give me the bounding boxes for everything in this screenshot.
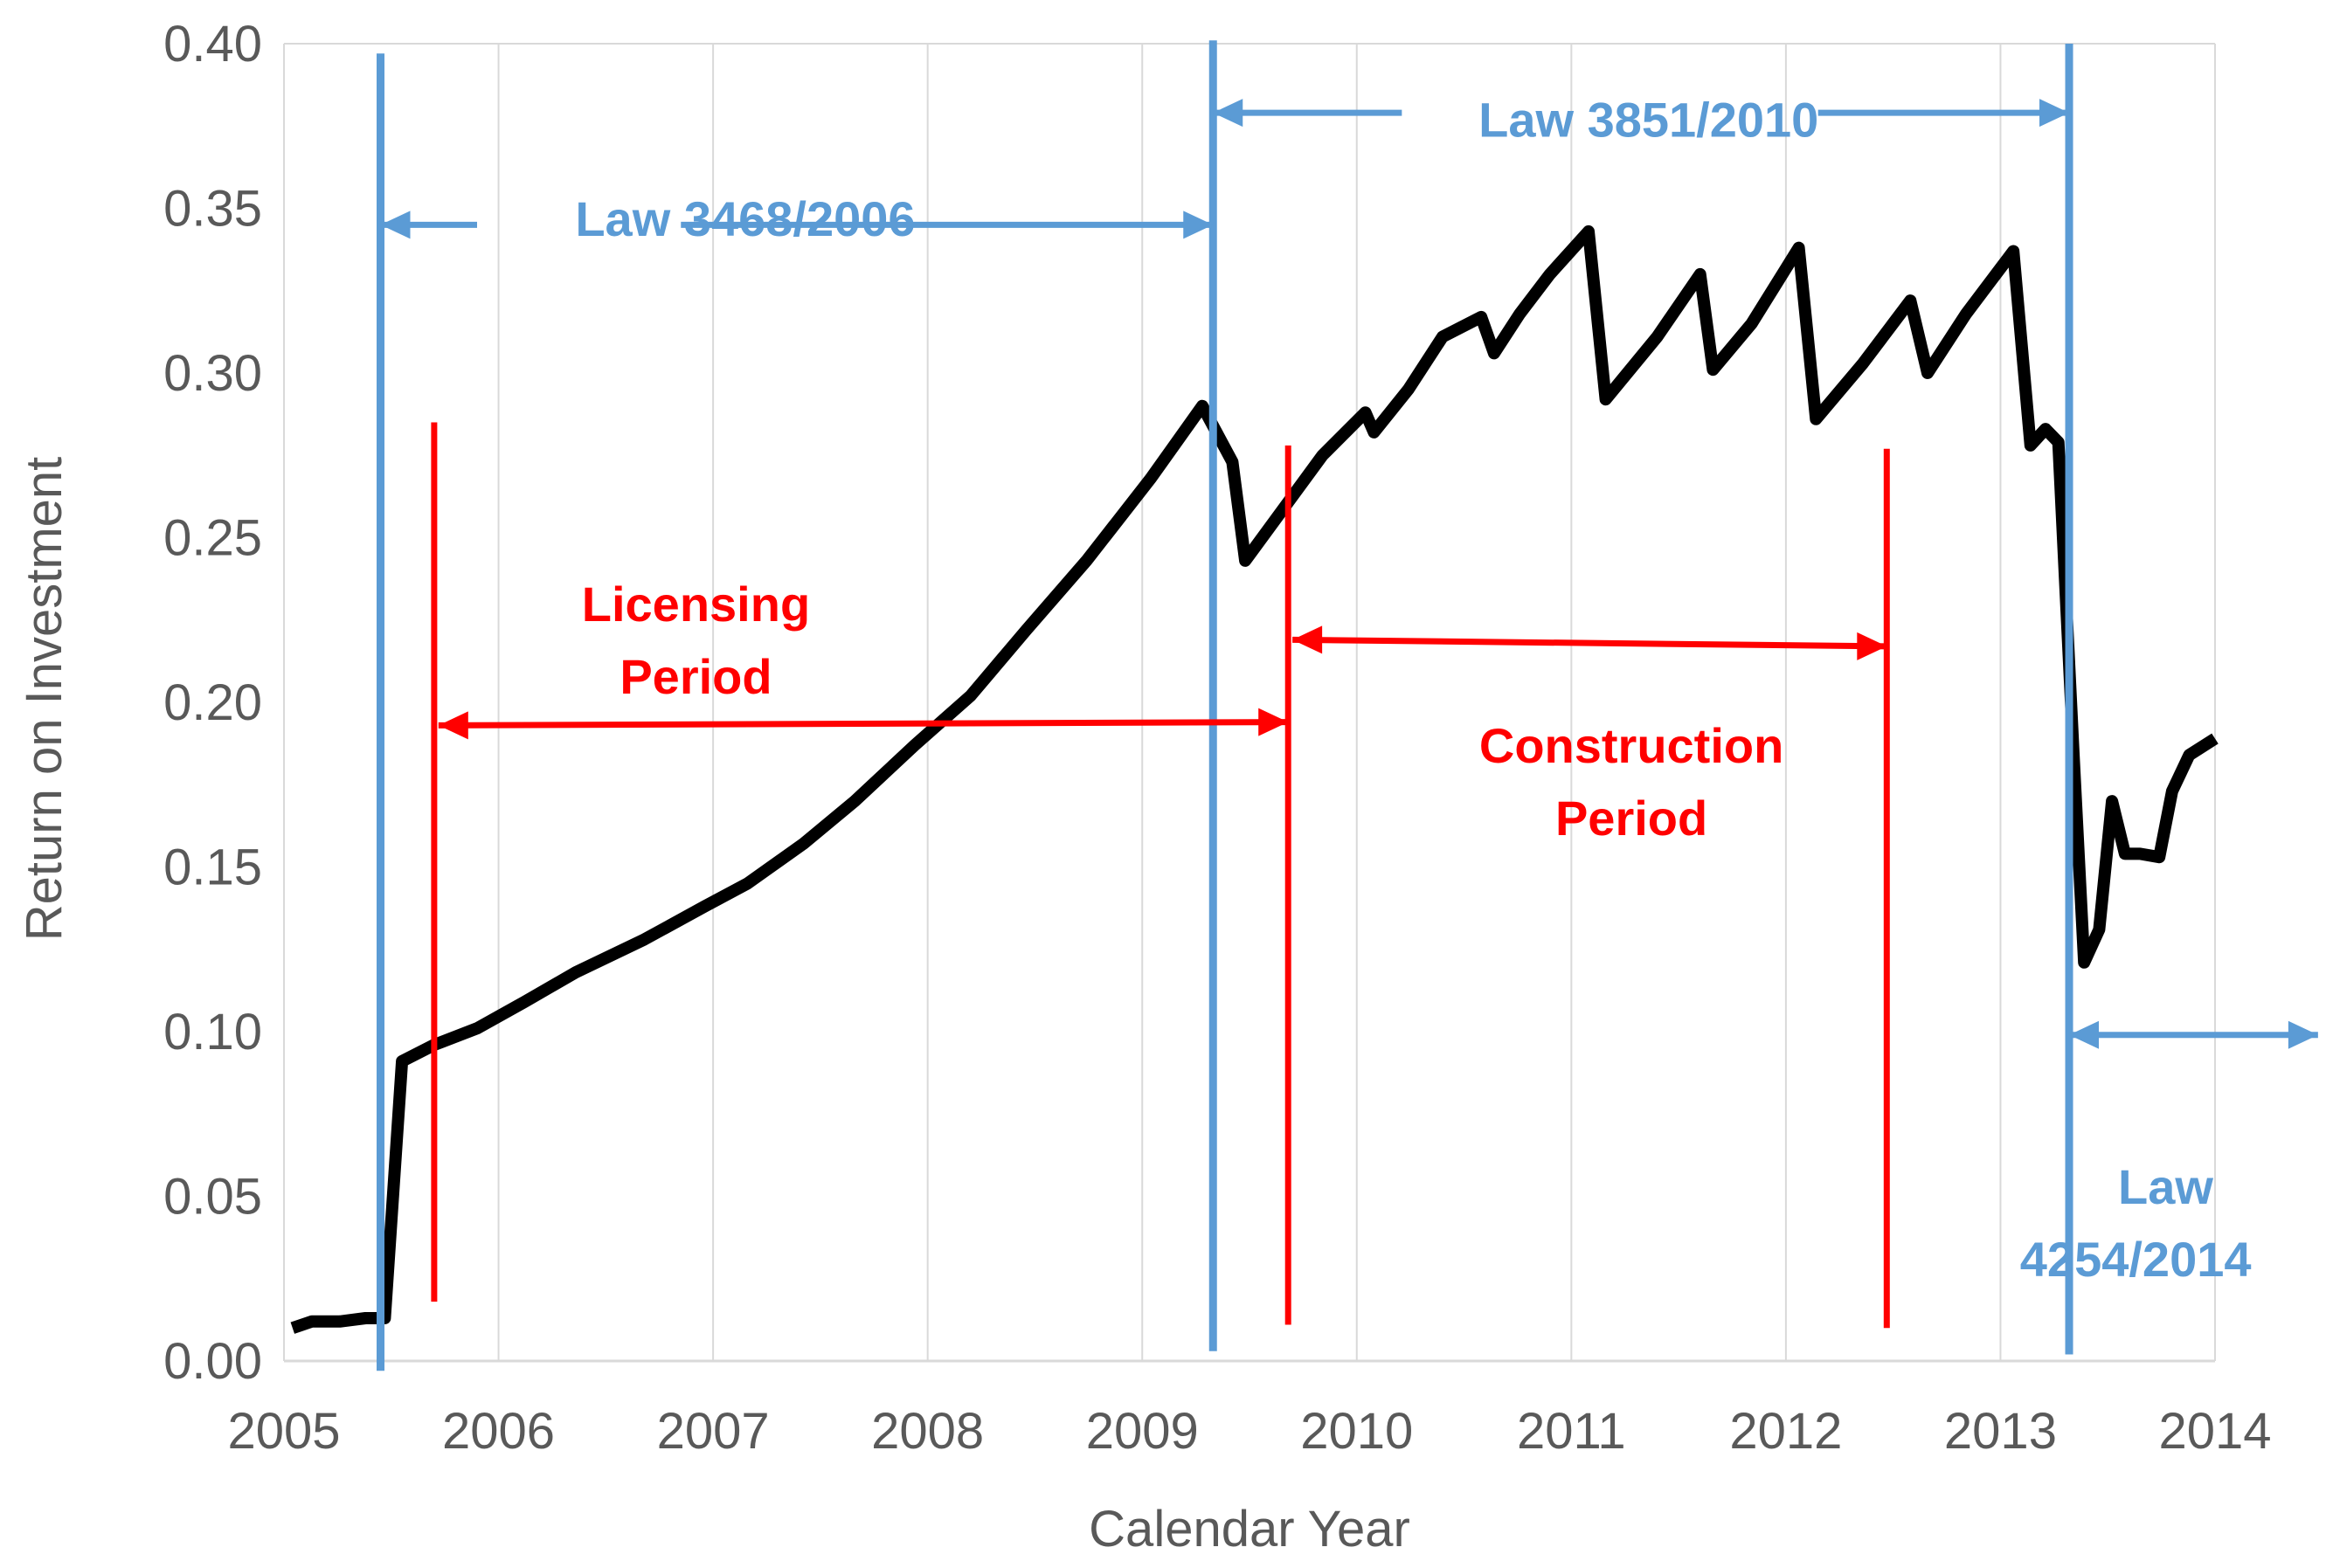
x-tick-label-2009: 2009 (1086, 1403, 1199, 1460)
arrow-2-head-right (2288, 1020, 2318, 1049)
annotation-4: Licensing (582, 577, 810, 632)
x-tick-label-2013: 2013 (1944, 1403, 2057, 1460)
x-tick-label-2008: 2008 (871, 1403, 984, 1460)
annotation-5: Period (620, 649, 772, 704)
annotation-7: Period (1555, 791, 1707, 846)
x-tick-label-2007: 2007 (657, 1403, 770, 1460)
arrow-4-head-right (1857, 632, 1887, 660)
y-axis: 0.00 0.05 0.10 0.15 0.20 0.25 0.30 0.35 0.40 (163, 16, 262, 1390)
annotation-6: Construction (1479, 718, 1783, 773)
arrow-3-head-right (1258, 708, 1289, 736)
arrow-1-head-left (1213, 99, 1243, 128)
y-tick-label-0.00: 0.00 (163, 1333, 262, 1390)
gridlines (283, 43, 2216, 1361)
y-tick-label-0.10: 0.10 (163, 1004, 262, 1060)
x-tick-label-2010: 2010 (1300, 1403, 1413, 1460)
arrow-4-head-left (1292, 625, 1323, 654)
x-tick-label-2005: 2005 (227, 1403, 340, 1460)
y-tick-label-0.20: 0.20 (163, 674, 262, 731)
y-tick-label-0.40: 0.40 (163, 16, 262, 73)
annotation-0: Law 3468/2006 (575, 191, 915, 246)
y-tick-label-0.35: 0.35 (163, 181, 262, 238)
arrow-1-head-right (2039, 99, 2070, 128)
annotation-1: Law 3851/2010 (1478, 93, 1818, 148)
x-tick-label-2011: 2011 (1517, 1403, 1626, 1460)
data-series (290, 224, 2219, 1334)
arrow-0-head-right (1183, 211, 1214, 239)
series-line-0 (290, 224, 2219, 1334)
x-tick-label-2014: 2014 (2158, 1403, 2271, 1460)
arrow-2-head-left (2069, 1020, 2100, 1049)
arrow-3-shaft-0 (438, 719, 1289, 729)
y-tick-label-0.05: 0.05 (163, 1169, 262, 1226)
x-axis-title: Calendar Year (1089, 1501, 1410, 1558)
arrow-4-shaft-0 (1292, 636, 1887, 650)
annotation-2: Law (2118, 1159, 2213, 1214)
annotations: Law 3468/2006 Law 3851/2010 Law 4254/2014 Li… (575, 93, 2251, 1287)
period-boundary-lines (377, 40, 2073, 1371)
arrow-3-head-left (438, 711, 468, 740)
period-arrows (380, 99, 2318, 1049)
y-tick-label-0.15: 0.15 (163, 839, 262, 896)
x-tick-label-2012: 2012 (1729, 1403, 1842, 1460)
arrow-0-head-left (380, 211, 411, 239)
annotation-3: 4254/2014 (2020, 1232, 2252, 1287)
y-tick-label-0.25: 0.25 (163, 510, 262, 567)
y-tick-label-0.30: 0.30 (163, 345, 262, 402)
y-axis-title: Return on Investment (16, 457, 73, 942)
x-tick-label-2006: 2006 (442, 1403, 555, 1460)
x-axis: 2005 2006 2007 2008 2009 2010 2011 2012 2013 2014 (227, 1359, 2272, 1460)
